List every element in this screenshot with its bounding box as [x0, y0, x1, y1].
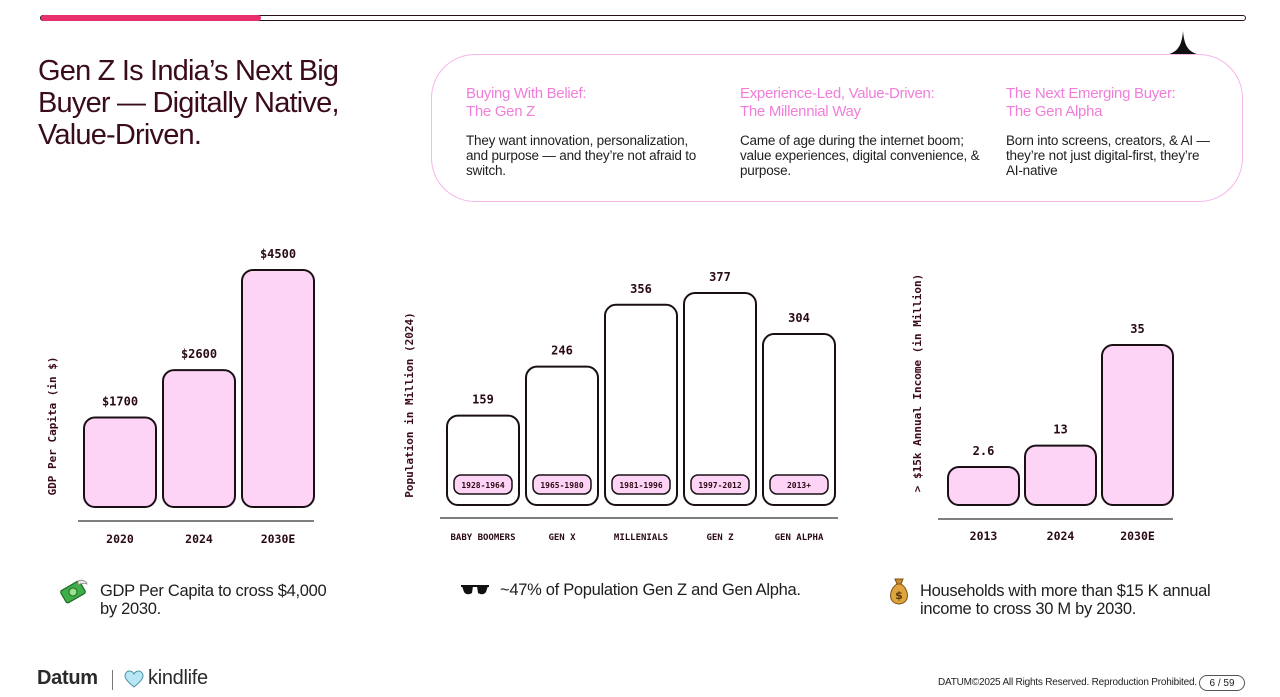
population-bar: [762, 333, 836, 506]
brand-divider: [112, 670, 113, 690]
population-year-range: 1981-1996: [619, 481, 663, 490]
population-value-label: 246: [551, 344, 573, 358]
millennial-description: Came of age during the internet boom; va…: [740, 133, 980, 178]
copyright-notice: DATUM©2025 All Rights Reserved. Reproduc…: [938, 677, 1197, 688]
gdp-bar: [241, 269, 315, 508]
income-bar: [1024, 444, 1097, 507]
population-year-range: 1997-2012: [698, 481, 742, 490]
progress-bar: [40, 14, 1246, 21]
kindlife-name: kindlife: [148, 667, 208, 689]
millennial-heading: Experience-Led, Value-Driven: The Millen…: [740, 85, 980, 121]
income-category-label: 2024: [1047, 529, 1075, 543]
page-title: Gen Z Is India’s Next Big Buyer — Digita…: [38, 55, 340, 151]
gen-z-heading: Buying With Belief: The Gen Z: [466, 85, 706, 121]
income-category-label: 2030E: [1120, 529, 1155, 543]
kindlife-logo: kindlife: [124, 667, 208, 690]
sunglasses-icon: [461, 585, 489, 595]
income-value-label: 35: [1130, 322, 1144, 336]
datum-logo: Datum: [37, 667, 98, 689]
population-bar: [683, 292, 757, 506]
income-category-label: 2013: [970, 529, 998, 543]
money-bag-icon: $: [890, 578, 908, 605]
population-value-label: 304: [788, 311, 810, 325]
gen-z-heading-line1: Buying With Belief:: [466, 85, 587, 102]
gen-z-description: They want innovation, personalization, a…: [466, 133, 697, 178]
gdp-bar: [83, 416, 157, 509]
gdp-category-label: 2030E: [261, 532, 296, 546]
heart-icon: [124, 669, 144, 688]
population-year-range: 1928-1964: [461, 481, 505, 490]
generation-info-card: Buying With Belief: The Gen Z They want …: [431, 54, 1243, 202]
svg-text:$: $: [895, 589, 903, 602]
gen-z-heading-line2: The Gen Z: [466, 103, 535, 120]
population-bar: [525, 365, 599, 506]
gdp-footnote: GDP Per Capita to cross $4,000 by 2030.: [58, 577, 332, 618]
population-bar: [604, 303, 678, 506]
gen-alpha-info: The Next Emerging Buyer: The Gen Alpha B…: [1006, 85, 1246, 178]
income-bar: [947, 466, 1020, 506]
population-year-pill: [690, 474, 750, 495]
gen-alpha-heading-line1: The Next Emerging Buyer:: [1006, 85, 1176, 102]
population-year-pill: [532, 474, 592, 495]
gdp-value-label: $4500: [260, 247, 296, 261]
population-year-range: 2013+: [787, 481, 811, 490]
money-with-wings-icon: [60, 579, 88, 604]
population-value-label: 356: [630, 282, 652, 296]
income-value-label: 13: [1053, 423, 1067, 437]
gen-alpha-heading: The Next Emerging Buyer: The Gen Alpha: [1006, 85, 1246, 121]
population-year-pill: [611, 474, 671, 495]
gdp-category-label: 2024: [185, 532, 213, 546]
income-footnote: $ Households with more than $15 K annual…: [887, 577, 1220, 618]
gen-z-info: Buying With Belief: The Gen Z They want …: [466, 85, 706, 178]
page-number: 6 / 59: [1199, 675, 1245, 691]
gdp-bar: [162, 369, 236, 509]
population-year-pill: [769, 474, 829, 495]
population-category-label: GEN X: [548, 533, 576, 543]
gdp-y-axis-label: GDP Per Capita (in $): [46, 356, 59, 495]
population-category-label: GEN ALPHA: [775, 533, 824, 543]
gdp-footnote-text: GDP Per Capita to cross $4,000 by 2030.: [100, 582, 327, 618]
income-y-axis-label: > $15k Annual Income (in Million): [911, 274, 924, 493]
millennial-info: Experience-Led, Value-Driven: The Millen…: [740, 85, 980, 178]
millennial-heading-line2: The Millennial Way: [740, 103, 861, 120]
gdp-category-label: 2020: [106, 532, 134, 546]
population-year-range: 1965-1980: [540, 481, 584, 490]
population-value-label: 159: [472, 393, 494, 407]
population-footnote: ~47% of Population Gen Z and Gen Alpha.: [460, 581, 820, 599]
gen-alpha-description: Born into screens, creators, & AI — they…: [1006, 133, 1210, 178]
gdp-value-label: $1700: [102, 394, 138, 408]
population-category-label: BABY BOOMERS: [450, 533, 515, 543]
gdp-value-label: $2600: [181, 347, 217, 361]
population-y-axis-label: Population in Million (2024): [403, 312, 416, 497]
population-category-label: MILLENIALS: [614, 533, 668, 543]
income-bar: [1101, 344, 1174, 506]
population-category-label: GEN Z: [706, 533, 734, 543]
progress-bar-fill: [41, 14, 262, 21]
millennial-heading-line1: Experience-Led, Value-Driven:: [740, 85, 935, 102]
income-footnote-text: Households with more than $15 K annual i…: [920, 582, 1211, 618]
gen-alpha-heading-line2: The Gen Alpha: [1006, 103, 1103, 120]
population-value-label: 377: [709, 270, 731, 284]
population-year-pill: [453, 474, 513, 495]
income-value-label: 2.6: [973, 444, 995, 458]
population-footnote-text: ~47% of Population Gen Z and Gen Alpha.: [500, 581, 801, 599]
